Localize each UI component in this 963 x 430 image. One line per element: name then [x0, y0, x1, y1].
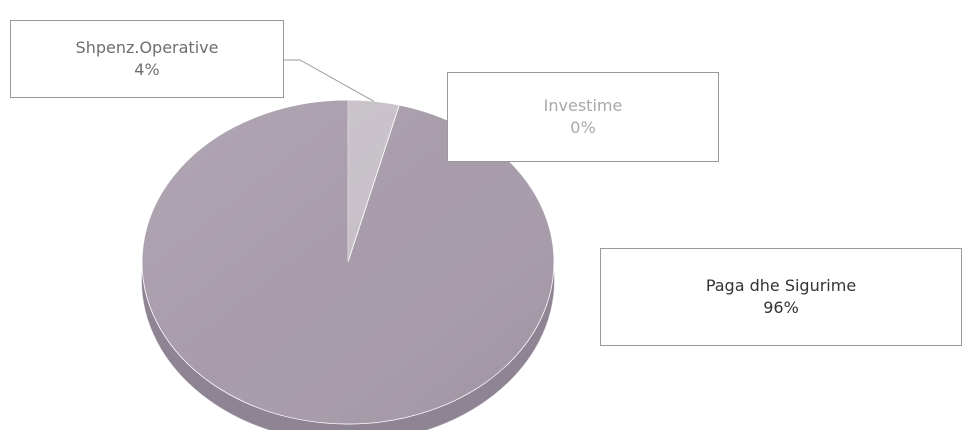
data-label-percent: 96% — [763, 298, 799, 317]
data-label-category: Shpenz.Operative — [75, 38, 219, 58]
data-label-shpenz-operative: Shpenz.Operative 4% — [10, 20, 284, 98]
data-label-investime: Investime 0% — [447, 72, 719, 162]
leader-lines — [284, 59, 375, 102]
data-label-percent: 0% — [570, 118, 596, 137]
data-label-percent: 4% — [134, 60, 160, 79]
data-label-category: Paga dhe Sigurime — [705, 276, 857, 296]
data-label-paga-dhe-sigurime: Paga dhe Sigurime 96% — [600, 248, 962, 346]
leader-line-shpenz-operative — [284, 59, 375, 102]
pie-sheen — [142, 100, 554, 424]
data-label-category: Investime — [543, 96, 623, 116]
